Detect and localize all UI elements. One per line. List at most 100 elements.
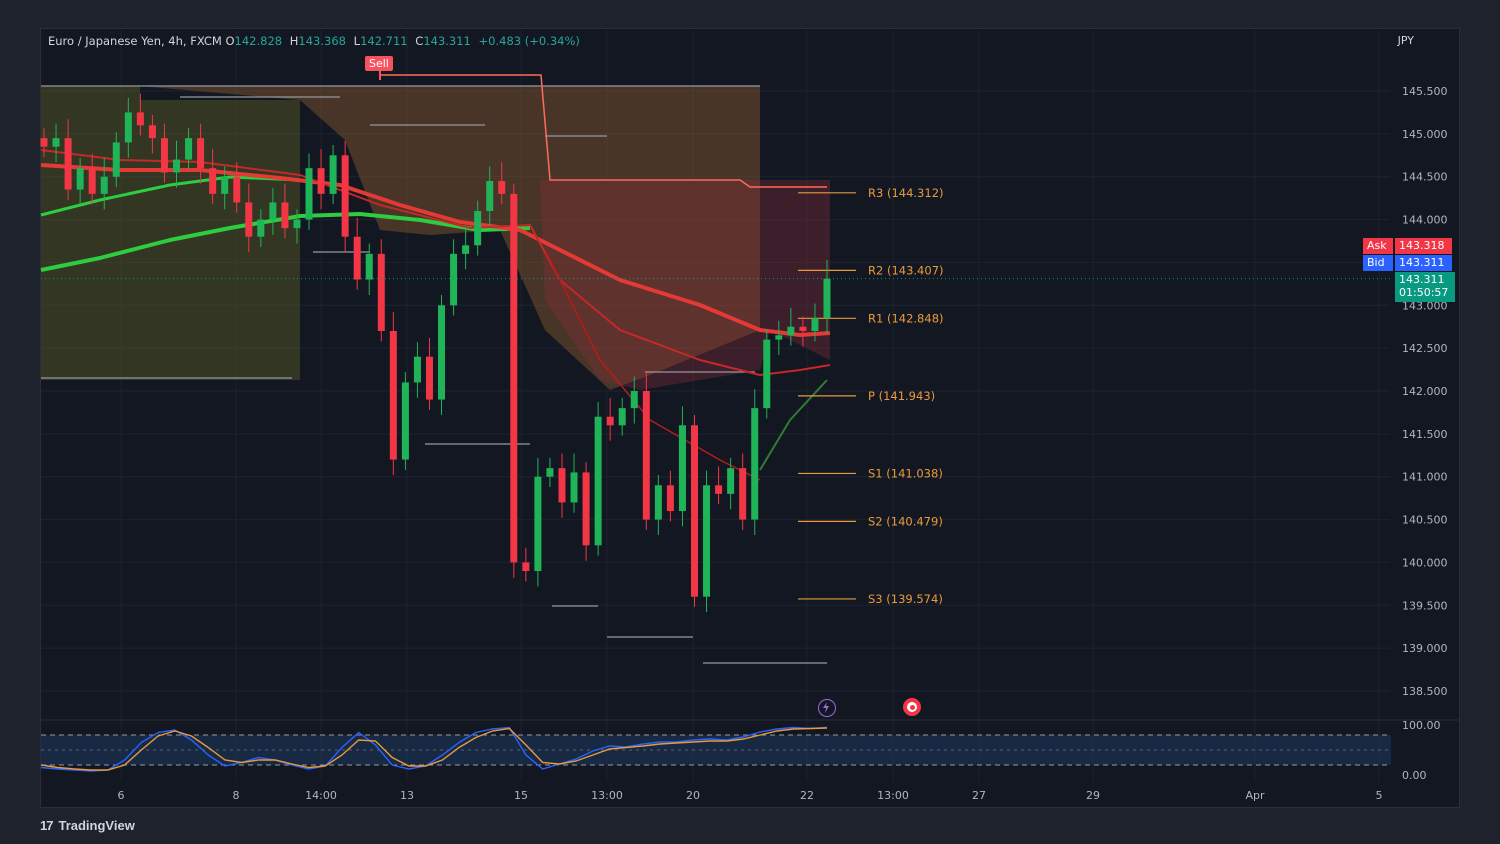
candle-body xyxy=(269,202,277,220)
price-tick: 140.500 xyxy=(1402,514,1448,527)
candle-body xyxy=(353,236,361,280)
cloud-olive xyxy=(41,86,300,380)
candle xyxy=(703,470,711,613)
candle xyxy=(112,132,120,187)
tradingview-logo[interactable]: 17 TradingView xyxy=(40,818,135,833)
last-price-tag: 143.311 01:50:57 xyxy=(1395,272,1455,302)
time-tick: 14:00 xyxy=(305,789,337,802)
candle-body xyxy=(401,382,409,460)
candle-body xyxy=(293,219,301,229)
candle xyxy=(305,153,313,230)
low-label: L xyxy=(353,34,361,48)
price-tick: 144.500 xyxy=(1402,171,1448,184)
candle-body xyxy=(209,168,217,194)
candle-body xyxy=(365,253,373,280)
price-tick: 139.000 xyxy=(1402,642,1448,655)
candle xyxy=(221,166,229,210)
candle xyxy=(233,162,241,213)
candle-body xyxy=(305,168,313,220)
candle-body xyxy=(642,391,650,520)
candle xyxy=(462,226,470,270)
candle-body xyxy=(185,138,193,160)
candle-body xyxy=(389,331,397,460)
candle xyxy=(88,153,96,205)
time-tick: 15 xyxy=(514,789,528,802)
candle xyxy=(185,127,193,170)
candle-body xyxy=(438,305,446,400)
candle xyxy=(582,462,590,561)
open-value: 142.828 xyxy=(234,34,283,48)
candle xyxy=(751,389,759,535)
candle xyxy=(124,97,132,158)
candle xyxy=(618,397,626,436)
candle xyxy=(413,342,421,398)
ask-label: Ask xyxy=(1363,238,1393,254)
candle-body xyxy=(606,416,614,426)
candle xyxy=(148,115,156,154)
pivot-label: R1 (142.848) xyxy=(868,311,944,325)
candle-body xyxy=(823,278,831,319)
cloud-orange xyxy=(140,86,760,390)
candle xyxy=(799,316,807,347)
ask-price: 143.318 xyxy=(1395,238,1452,254)
candle-body xyxy=(329,155,337,194)
candle xyxy=(293,209,301,244)
candle-body xyxy=(257,219,265,237)
candle xyxy=(425,337,433,410)
candle xyxy=(486,166,494,227)
time-tick: Apr xyxy=(1245,789,1265,802)
candle xyxy=(100,157,108,210)
candle-body xyxy=(462,245,470,254)
candle-body xyxy=(594,416,602,546)
candle xyxy=(510,183,518,578)
high-value: 143.368 xyxy=(298,34,346,48)
candle-body xyxy=(64,138,72,190)
time-tick: 8 xyxy=(233,789,240,802)
candle-body xyxy=(233,176,241,203)
sell-signal-badge[interactable]: Sell xyxy=(365,56,393,71)
candle-body xyxy=(510,193,518,563)
candle-body xyxy=(534,476,542,571)
close-value: 143.311 xyxy=(423,34,471,48)
candle xyxy=(365,243,373,295)
time-tick: 13:00 xyxy=(877,789,909,802)
price-tick: 143.000 xyxy=(1402,299,1448,312)
candle-body xyxy=(486,181,494,211)
pivot-label: S1 (141.038) xyxy=(868,466,943,480)
candle-body xyxy=(582,472,590,546)
symbol-title: Euro / Japanese Yen, 4h, FXCM xyxy=(48,34,222,48)
candle xyxy=(570,453,578,513)
candle xyxy=(498,162,506,205)
price-tick: 145.500 xyxy=(1402,85,1448,98)
candle-body xyxy=(811,318,819,331)
candle-body xyxy=(474,211,482,246)
candle-body xyxy=(522,562,530,571)
candle-body xyxy=(739,468,747,520)
record-icon[interactable] xyxy=(903,698,921,716)
candle-body xyxy=(377,253,385,331)
candle-body xyxy=(450,253,458,306)
currency-label: JPY xyxy=(1397,34,1414,47)
candle-body xyxy=(727,468,735,494)
lightning-icon[interactable] xyxy=(818,699,836,717)
time-axis: 6 8 14:00 13 15 13:00 20 22 13:00 27 29 Apr 5 xyxy=(118,789,1383,802)
open-label: O xyxy=(225,34,235,48)
price-tick: 140.000 xyxy=(1402,556,1448,569)
pivot-label: S2 (140.479) xyxy=(868,514,943,528)
candle-body xyxy=(221,176,229,194)
candle xyxy=(401,372,409,470)
symbol-header: Euro / Japanese Yen, 4h, FXCM O142.828 H… xyxy=(48,34,584,48)
price-tick: 144.000 xyxy=(1402,214,1448,227)
candle xyxy=(546,457,554,487)
candle-body xyxy=(148,125,156,139)
candle xyxy=(209,149,217,205)
candle-body xyxy=(570,472,578,503)
time-tick: 13:00 xyxy=(591,789,623,802)
candle-body xyxy=(558,468,566,503)
candle xyxy=(136,93,144,136)
candle-body xyxy=(88,168,96,194)
pivot-label: P (141.943) xyxy=(868,389,935,403)
candle xyxy=(787,307,795,346)
candle-body xyxy=(690,425,698,597)
